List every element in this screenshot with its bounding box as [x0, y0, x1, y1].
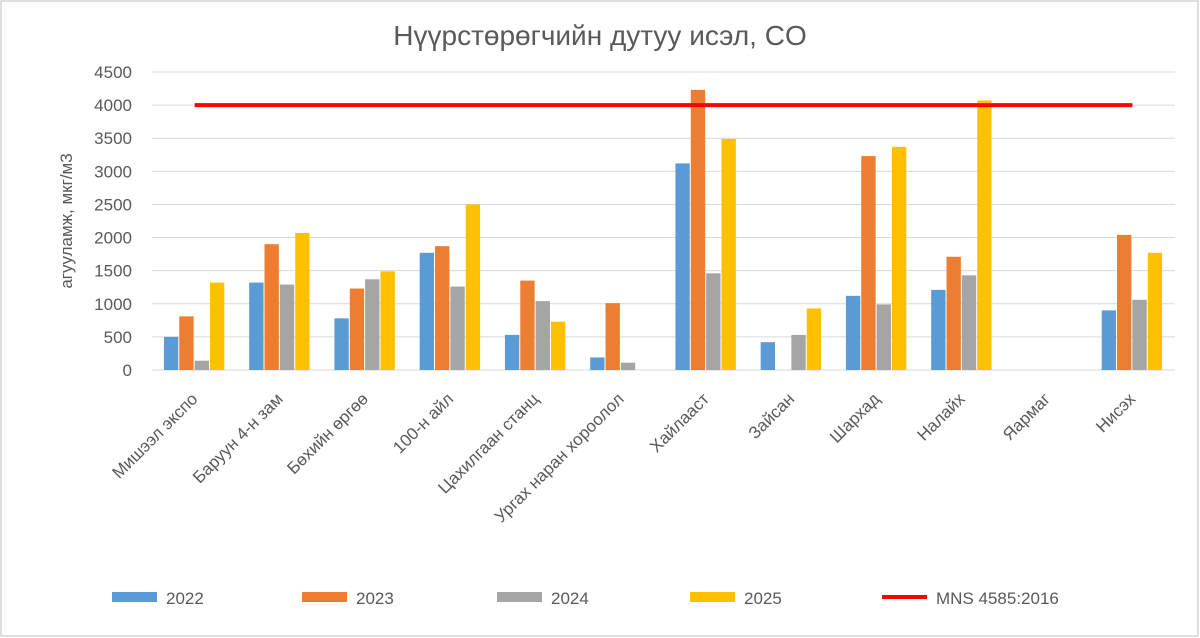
bar	[946, 256, 961, 370]
bar	[675, 163, 690, 370]
bar	[520, 280, 535, 370]
y-tick-label: 1500	[94, 262, 132, 281]
legend-label: 2025	[744, 589, 782, 608]
legend-swatch	[497, 592, 542, 602]
bar	[605, 303, 620, 370]
bar	[1132, 299, 1147, 370]
bar	[535, 301, 550, 370]
bar	[163, 336, 179, 370]
bar	[295, 232, 310, 370]
legend-label: MNS 4585:2016	[936, 589, 1059, 608]
bar	[249, 282, 264, 370]
bar	[721, 138, 736, 370]
bar	[550, 321, 566, 370]
bar	[760, 342, 776, 370]
y-tick-label: 0	[123, 361, 132, 380]
bar	[435, 246, 450, 370]
bar	[334, 318, 349, 370]
bar	[690, 89, 706, 370]
legend-label: 2022	[166, 589, 204, 608]
bar	[845, 295, 861, 370]
legend-swatch	[302, 592, 347, 602]
legend-label: 2023	[356, 589, 394, 608]
bar	[380, 271, 395, 370]
bar	[419, 252, 435, 370]
bar	[791, 334, 806, 370]
legend-swatch	[690, 592, 735, 602]
legend-swatch	[112, 592, 157, 602]
bar	[876, 304, 891, 370]
bar	[1117, 234, 1132, 370]
chart-title: Нүүрстөрөгчийн дутуу исэл, CO	[393, 20, 806, 51]
bar	[706, 273, 721, 370]
bar	[209, 282, 225, 370]
bar	[961, 275, 977, 370]
y-tick-label: 4000	[94, 96, 132, 115]
bar	[504, 334, 520, 370]
bar	[349, 288, 365, 370]
y-tick-label: 2500	[94, 195, 132, 214]
bar	[620, 362, 636, 370]
bar	[1101, 310, 1117, 370]
y-tick-label: 500	[104, 328, 132, 347]
bar	[465, 204, 481, 370]
legend-label: 2024	[551, 589, 589, 608]
bar	[977, 100, 992, 370]
y-tick-label: 2000	[94, 229, 132, 248]
y-tick-label: 3500	[94, 129, 132, 148]
y-tick-label: 3000	[94, 162, 132, 181]
bar	[590, 357, 605, 370]
y-tick-label: 1000	[94, 295, 132, 314]
bar	[179, 316, 194, 370]
bar	[931, 289, 946, 370]
bar	[861, 156, 876, 370]
bar	[806, 308, 822, 370]
bar	[1147, 252, 1163, 370]
bar	[891, 146, 907, 370]
bar	[365, 279, 380, 370]
bar	[450, 286, 465, 370]
y-axis-label: агууламж, мкг/м3	[57, 153, 76, 288]
bar	[264, 244, 279, 370]
bar	[279, 284, 295, 370]
bar	[194, 360, 209, 370]
y-tick-label: 4500	[94, 63, 132, 82]
